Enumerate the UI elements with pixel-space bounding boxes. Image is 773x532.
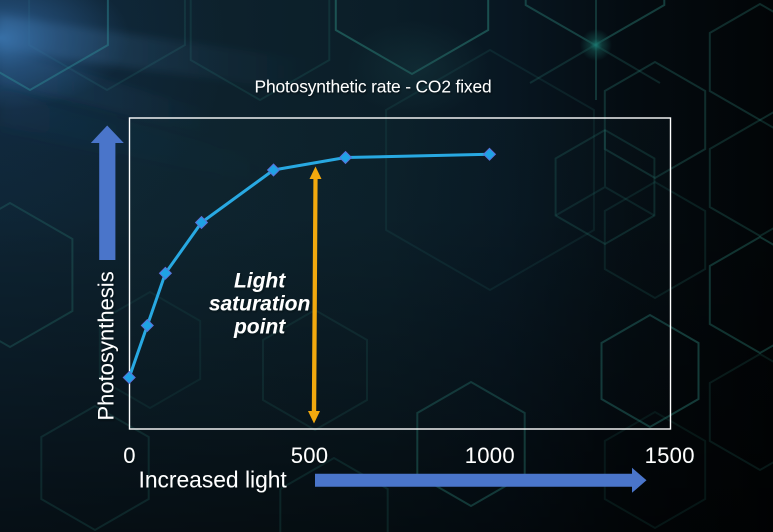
svg-text:saturation: saturation — [209, 293, 311, 316]
svg-text:Increased light: Increased light — [139, 467, 288, 493]
svg-text:1000: 1000 — [465, 443, 515, 468]
svg-text:500: 500 — [291, 443, 329, 468]
svg-text:Photosynthesis: Photosynthesis — [93, 271, 118, 420]
svg-text:point: point — [233, 316, 286, 339]
svg-text:Light: Light — [234, 269, 286, 292]
svg-text:0: 0 — [123, 443, 136, 468]
svg-text:Photosynthetic rate - CO2 fixe: Photosynthetic rate - CO2 fixed — [255, 77, 492, 97]
svg-text:1500: 1500 — [645, 443, 695, 468]
